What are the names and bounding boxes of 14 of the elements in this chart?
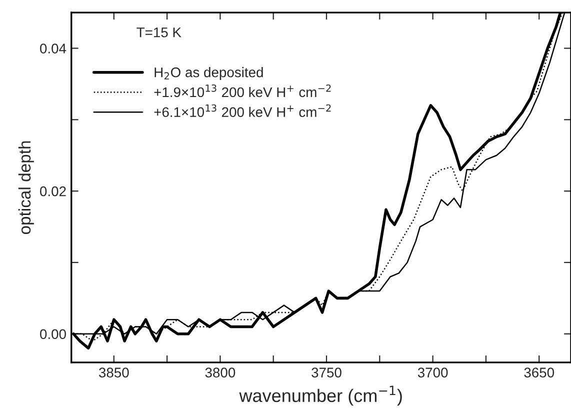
legend-label: +6.1×10$^{13}$ 200 keV H$^{+}$ cm$^{−2}$ (154, 104, 331, 118)
x-tick-label: 3850 (98, 368, 129, 378)
y-axis-title: optical depth (18, 141, 34, 234)
legend-label: H$_{2}$O as deposited (154, 67, 263, 80)
y-tick-label: 0.04 (40, 44, 66, 54)
x-axis-title: wavenumber (cm$^{−1}$) (239, 386, 402, 406)
x-tick-label: 3700 (418, 368, 448, 378)
x-tick-label: 3650 (524, 368, 554, 378)
x-tick-label: 3750 (312, 368, 342, 378)
x-tick-label: 3800 (205, 368, 236, 378)
annotation: T=15 K (136, 28, 182, 38)
legend-label: +1.9×10$^{13}$ 200 keV H$^{+}$ cm$^{−2}$ (154, 84, 331, 98)
y-tick-label: 0.00 (40, 329, 66, 340)
y-tick-label: 0.02 (40, 186, 66, 196)
